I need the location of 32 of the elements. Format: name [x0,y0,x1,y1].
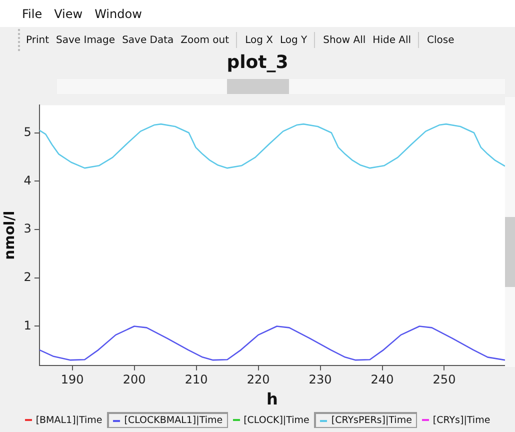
x-axis-title: h [266,390,278,409]
legend-label: [CLOCK]|Time [244,414,310,426]
text: View [54,6,83,20]
text: Show All [323,34,366,46]
x-tick-label: 240 [370,372,394,387]
y-tick-label: 3 [24,222,32,236]
y-axis-title: nmol/l [2,210,18,260]
x-tick-label: 220 [246,372,270,387]
x-tick-label: 190 [60,372,84,387]
y-tick-label: 5 [24,124,32,139]
y-tick-label: 2 [24,270,32,284]
text: Save Image [56,34,116,46]
legend-label: [BMAL1]|Time [36,414,102,426]
text: Hide All [372,34,412,46]
text: Save Data [122,34,174,46]
legend-label: [CRYsPERs]|Time [331,415,412,426]
x-tick-label: 230 [308,372,332,387]
legend-label: [CRYs]|Time [432,414,490,426]
x-tick-label: 250 [432,372,456,387]
text: Log Y [280,34,308,46]
x-tick-label: 200 [122,372,146,387]
text: Zoom out [180,34,230,46]
text: Log X [245,34,273,46]
text: File [22,6,42,20]
text: Window [94,6,142,20]
legend-label: [CLOCKBMAL1]|Time [124,415,223,426]
y-tick-label: 4 [24,173,32,188]
text: Close [427,34,454,46]
text: Print [26,34,50,46]
y-tick-label: 1 [24,318,32,332]
x-tick-label: 210 [184,372,208,387]
chart-title: plot_3 [226,52,290,73]
